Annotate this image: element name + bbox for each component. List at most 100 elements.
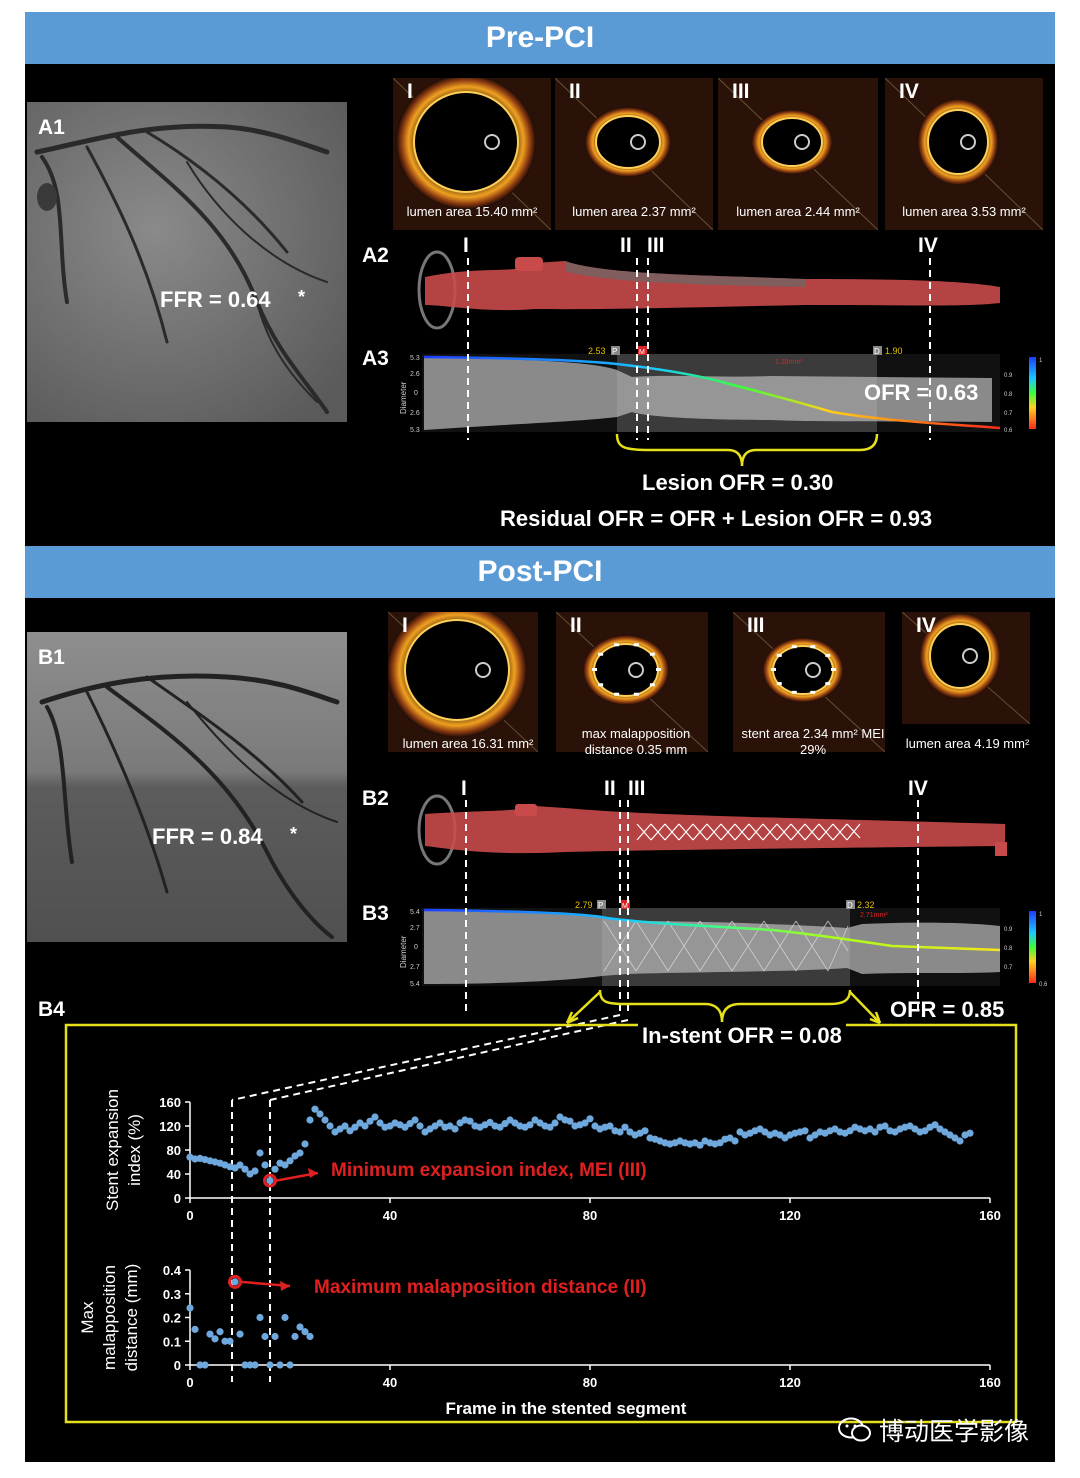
malapposition-data-point	[211, 1335, 219, 1343]
expansion-data-point	[621, 1123, 629, 1131]
malapposition-data-point	[271, 1332, 279, 1341]
malapposition-data-point	[261, 1332, 269, 1341]
expansion-data-point	[326, 1122, 334, 1130]
pre-oct-caption-2: lumen area 2.37 mm²	[572, 204, 696, 219]
pre-3d-vessel	[417, 250, 1000, 330]
expansion-data-point	[301, 1140, 309, 1148]
pre-p-tag: P	[612, 347, 617, 356]
post-marker-iv: IV	[908, 777, 928, 800]
expansion-y-tick-label: 80	[167, 1143, 181, 1158]
malapposition-x-tick-label: 0	[186, 1375, 193, 1390]
post-marker-ii: II	[604, 777, 616, 800]
expansion-data-point	[606, 1122, 614, 1130]
expansion-data-point	[271, 1165, 279, 1173]
expansion-y-tick-label: 160	[159, 1095, 181, 1110]
expansion-data-point	[731, 1137, 739, 1145]
pre-pci-header: Pre-PCI	[25, 12, 1055, 64]
expansion-data-point	[401, 1123, 409, 1131]
post-oct-roman-1: I	[402, 614, 408, 637]
svg-text:1: 1	[1039, 358, 1043, 364]
expansion-data-point	[416, 1122, 424, 1130]
post-oct-caption-3: stent area 2.34 mm² MEI 29%	[741, 726, 885, 757]
malapposition-data-point	[301, 1328, 309, 1336]
expansion-x-tick-label: 80	[583, 1208, 597, 1223]
post-ytick-5: 5.4	[410, 981, 420, 988]
pre-graph-ylabel: Diameter	[399, 381, 408, 414]
malapposition-data-point	[216, 1328, 224, 1336]
expansion-data-point	[266, 1177, 274, 1185]
post-oct-image-4	[902, 612, 1030, 724]
post-oct-roman-2: II	[570, 614, 582, 637]
pre-mla: 1.38mm²	[775, 359, 803, 366]
expansion-y-tick-label: 120	[159, 1119, 181, 1134]
expansion-data-point	[931, 1121, 939, 1129]
pre-oct-image-3	[718, 78, 878, 230]
pre-oct-caption-1: lumen area 15.40 mm²	[406, 204, 538, 219]
expansion-y-tick-label: 40	[167, 1167, 181, 1182]
expansion-data-point	[616, 1128, 624, 1136]
svg-text:0.9: 0.9	[1004, 927, 1013, 933]
expansion-data-point	[641, 1127, 649, 1135]
panel-label-a2: A2	[362, 244, 389, 267]
pre-oct-caption-3: lumen area 2.44 mm²	[736, 204, 860, 219]
pre-m-marker	[638, 346, 647, 355]
pre-ffr-asterisk: *	[298, 287, 306, 307]
pre-oct-image-1	[393, 78, 551, 230]
pre-ytick-1: 5.3	[410, 355, 420, 362]
post-instent-ofr: In-stent OFR = 0.08	[638, 1023, 846, 1049]
post-ytick-4: 2.7	[410, 964, 420, 971]
malapposition-data-point	[206, 1330, 214, 1338]
post-p-tag: P	[598, 901, 603, 910]
expansion-data-point	[716, 1139, 724, 1147]
svg-text:0.8: 0.8	[1004, 946, 1013, 952]
expansion-data-point	[526, 1121, 534, 1129]
svg-text:1: 1	[1039, 912, 1043, 918]
malapposition-data-point	[276, 1361, 284, 1369]
malapposition-y-label: Max	[78, 1301, 97, 1334]
malapposition-data-point	[266, 1361, 274, 1369]
pre-oct-roman-1: I	[407, 80, 413, 103]
pre-ytick-3: 0	[414, 390, 418, 397]
malapposition-y-tick-label: 0.3	[163, 1287, 181, 1302]
malapposition-y-tick-label: 0.2	[163, 1311, 181, 1326]
post-marker-iii: III	[628, 777, 646, 800]
pre-ytick-2: 2.6	[410, 371, 420, 378]
pre-marker-iv: IV	[918, 234, 938, 257]
post-ffr-asterisk: *	[290, 824, 298, 844]
expansion-data-point	[286, 1157, 294, 1165]
expansion-data-point	[311, 1105, 319, 1113]
malapposition-data-point	[236, 1330, 244, 1338]
expansion-y-label: index (%)	[125, 1114, 144, 1186]
post-oct-roman-3: III	[747, 614, 765, 637]
pre-oct-roman-2: II	[569, 80, 581, 103]
expansion-data-point	[881, 1122, 889, 1130]
expansion-data-point	[321, 1116, 329, 1124]
expansion-data-point	[411, 1116, 419, 1124]
expansion-data-point	[551, 1119, 559, 1127]
watermark: 博动医学影像	[838, 1412, 1029, 1448]
expansion-data-point	[486, 1118, 494, 1126]
malapposition-data-point	[256, 1313, 264, 1322]
expansion-data-point	[871, 1128, 879, 1136]
malapposition-data-point	[291, 1332, 299, 1341]
pre-lesion-ofr: Lesion OFR = 0.30	[642, 470, 834, 495]
post-ofr: OFR = 0.85	[890, 997, 1005, 1022]
expansion-data-point	[251, 1167, 259, 1175]
expansion-data-point	[966, 1129, 974, 1137]
expansion-annotation-arrowhead	[308, 1168, 318, 1178]
malapposition-data-point	[286, 1361, 294, 1369]
expansion-data-point	[581, 1119, 589, 1127]
malapposition-x-tick-label: 160	[979, 1375, 1001, 1390]
malapposition-x-label: Frame in the stented segment	[446, 1399, 687, 1418]
malapposition-data-point	[246, 1361, 254, 1369]
expansion-y-tick-label: 0	[174, 1191, 181, 1206]
expansion-x-tick-label: 0	[186, 1208, 193, 1223]
svg-text:0.7: 0.7	[1004, 411, 1013, 417]
pre-m-tag: M	[639, 349, 645, 356]
expansion-data-point	[546, 1123, 554, 1131]
post-marker-i: I	[461, 777, 467, 800]
expansion-data-point	[236, 1161, 244, 1169]
expansion-data-point	[436, 1119, 444, 1127]
pre-oct-roman-4: IV	[899, 80, 919, 103]
panel-label-a1: A1	[38, 116, 65, 139]
